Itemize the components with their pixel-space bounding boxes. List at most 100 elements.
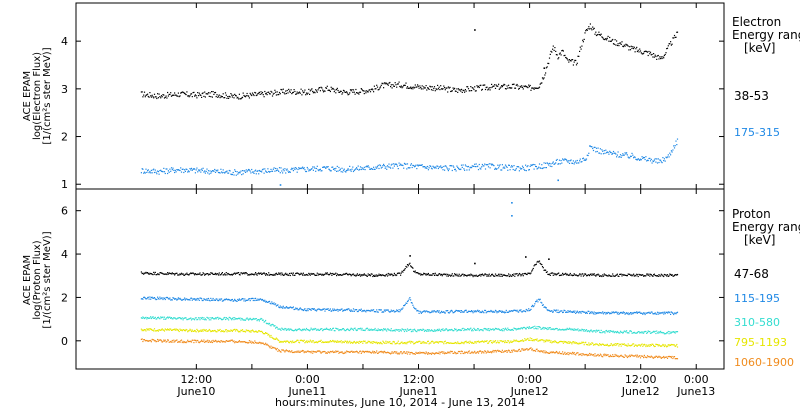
proton-point [248, 330, 250, 332]
proton-point [458, 351, 460, 353]
proton-point [190, 272, 193, 275]
proton-point [567, 310, 569, 312]
proton-point [413, 342, 416, 345]
electron-point [301, 167, 303, 169]
proton-point [433, 352, 435, 354]
electron-point [349, 169, 352, 171]
proton-point [214, 273, 216, 275]
proton-point [172, 341, 174, 343]
proton-point [158, 274, 160, 276]
electron-point [468, 90, 470, 92]
electron-point [366, 165, 368, 167]
proton-point [522, 349, 524, 351]
electron-point [448, 168, 450, 170]
electron-point [602, 153, 605, 155]
proton-point [610, 330, 612, 332]
proton-point [605, 274, 607, 276]
proton-point [307, 340, 309, 342]
electron-point [352, 89, 355, 91]
proton-point [243, 272, 245, 274]
proton-point [300, 308, 302, 310]
electron-point [425, 166, 427, 168]
proton-point [173, 339, 175, 341]
proton-point [544, 269, 546, 271]
proton-point [346, 273, 348, 275]
electron-point [215, 169, 217, 171]
proton-point [615, 331, 617, 333]
electron-point [379, 86, 382, 88]
electron-point [514, 169, 516, 171]
proton-point [175, 272, 177, 274]
proton-point [474, 352, 476, 354]
proton-point [349, 329, 351, 332]
electron-point [506, 166, 508, 168]
electron-point [210, 96, 212, 98]
electron-point [258, 173, 260, 175]
proton-point [523, 348, 525, 350]
electron-point [178, 96, 180, 98]
electron-point [441, 88, 443, 90]
proton-point [470, 311, 472, 313]
proton-point [450, 342, 453, 344]
electron-point [570, 159, 572, 161]
electron-point [155, 96, 157, 98]
proton-point [460, 311, 462, 313]
electron-point [568, 162, 571, 164]
proton-point [474, 275, 476, 277]
proton-point [383, 309, 385, 311]
proton-point [160, 316, 162, 318]
proton-point [315, 274, 318, 276]
proton-point [594, 344, 596, 346]
proton-point [340, 308, 342, 310]
proton-point [286, 273, 288, 275]
proton-point [230, 300, 232, 302]
proton-point [347, 342, 349, 344]
proton-point [321, 341, 323, 344]
proton-point [504, 328, 506, 330]
proton-point [363, 309, 365, 311]
proton-point [405, 329, 407, 331]
proton-point [403, 329, 405, 331]
proton-point [416, 331, 418, 333]
proton-point [501, 349, 503, 351]
electron-legend-title-3: [keV] [744, 41, 775, 55]
proton-point [626, 345, 628, 347]
proton-point [343, 341, 345, 344]
electron-point [243, 94, 245, 97]
electron-point [675, 36, 677, 38]
electron-point [528, 169, 530, 171]
proton-panel-frame [75, 188, 725, 370]
proton-point [459, 310, 461, 312]
proton-point [242, 330, 244, 333]
proton-point [161, 297, 163, 299]
proton-point [609, 356, 611, 358]
proton-point [221, 340, 223, 342]
proton-point [642, 313, 644, 315]
proton-point [339, 309, 341, 311]
electron-outlier-point [279, 184, 282, 186]
electron-point [147, 169, 149, 171]
electron-point [604, 152, 606, 154]
proton-point [545, 307, 547, 309]
proton-point [385, 329, 387, 331]
electron-point [639, 48, 641, 50]
proton-point [520, 350, 522, 352]
proton-point [420, 273, 422, 275]
proton-point [306, 350, 308, 352]
electron-point [618, 156, 620, 158]
proton-point [625, 312, 627, 314]
electron-point [504, 84, 506, 86]
electron-point [656, 162, 659, 164]
proton-point [250, 298, 252, 300]
electron-point [550, 163, 552, 165]
electron-point [576, 159, 578, 162]
proton-point [235, 341, 237, 343]
proton-point [595, 343, 597, 345]
proton-point [262, 299, 264, 302]
electron-point [267, 91, 269, 93]
electron-point [619, 42, 621, 44]
proton-point [330, 351, 332, 353]
proton-point [338, 309, 340, 311]
proton-point [483, 341, 485, 343]
proton-point [379, 329, 382, 331]
